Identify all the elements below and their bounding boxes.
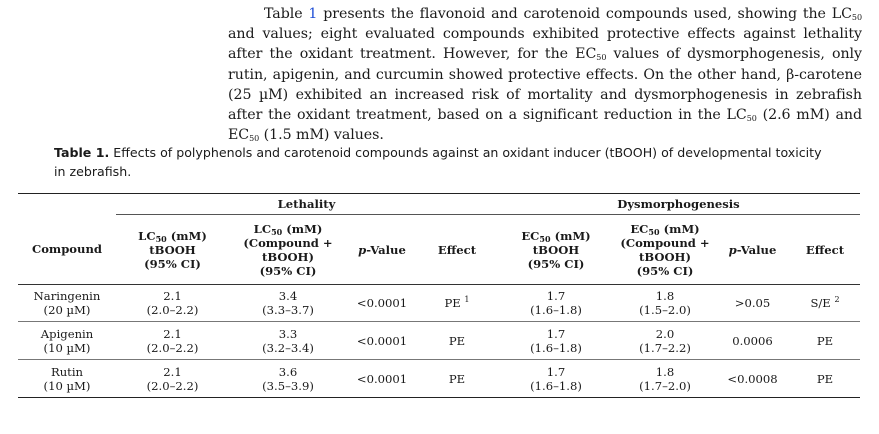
header-effect-dysmorph: Effect — [805, 242, 845, 257]
cell-p-value-lethality: <0.0001 — [356, 296, 408, 310]
table-reference-link[interactable]: 1 — [308, 6, 318, 22]
cell-compound: Rutin (10 µM) — [43, 364, 91, 393]
header-lc50-tbooh: LC50 (mM) tBOOH (95% CI) — [138, 228, 207, 271]
cell-ec50-tbooh: 1.7 (1.6–1.8) — [530, 326, 582, 355]
header-p-value-dysmorph: p-Value — [728, 242, 777, 257]
cell-lc50-tbooh: 2.1 (2.0–2.2) — [146, 364, 199, 393]
cell-ec50-compound: 1.8 (1.5–2.0) — [639, 289, 691, 317]
table-caption: Table 1. Effects of polyphenols and caro… — [54, 143, 834, 181]
cell-ec50-compound: 1.8 (1.7–2.0) — [639, 364, 691, 393]
header-ec50-compound: EC50 (mM) (Compound + tBOOH) (95% CI) — [620, 221, 710, 278]
paragraph-text: and values; eight evaluated compounds ex… — [228, 26, 862, 63]
cell-lc50-compound: 3.3 (3.2–3.4) — [262, 326, 314, 355]
cell-effect-dysmorph: S/E 2 — [810, 295, 840, 311]
paragraph-text: presents the flavonoid and carotenoid co… — [317, 6, 852, 22]
footnote-marker: 2 — [834, 295, 840, 304]
header-spacer — [18, 194, 116, 215]
table-row: Rutin (10 µM) 2.1 (2.0–2.2) 3.6 (3.5–3.9) <0.0… — [18, 360, 860, 398]
header-p-value-lethality: p-Value — [358, 242, 406, 257]
cell-p-value-lethality: <0.0001 — [356, 333, 408, 348]
header-lc50-compound: LC50 (mM) (Compound + tBOOH) (95% CI) — [243, 221, 333, 278]
cell-effect-lethality: PE — [448, 333, 466, 348]
table-row: Apigenin (10 µM) 2.1 (2.0–2.2) 3.3 (3.2–3.4) <… — [18, 322, 860, 360]
paragraph-text: (1.5 mM) values. — [259, 127, 384, 144]
cell-lc50-tbooh: 2.1 (2.0–2.2) — [146, 289, 199, 317]
results-table: Lethality Dysmorphogenesis Compound LC50… — [18, 193, 860, 398]
header-effect-lethality: Effect — [437, 242, 477, 257]
cell-compound: Naringenin (20 µM) — [33, 289, 101, 317]
cell-effect-lethality: PE 1 — [444, 295, 470, 311]
cell-lc50-compound: 3.6 (3.5–3.9) — [262, 364, 314, 393]
paragraph-text: values of dysmorphogenesis, only rutin, … — [228, 46, 862, 124]
group-header-lethality: Lethality — [116, 193, 497, 215]
subscript: 50 — [249, 134, 260, 144]
cell-lc50-compound: 3.4 (3.3–3.7) — [262, 289, 314, 317]
subscript: 50 — [746, 114, 757, 124]
cell-compound: Apigenin (10 µM) — [40, 326, 94, 355]
cell-ec50-tbooh: 1.7 (1.6–1.8) — [530, 289, 582, 317]
group-header-dysmorphogenesis: Dysmorphogenesis — [497, 193, 860, 215]
caption-label: Table 1. — [54, 145, 110, 160]
paragraph-text: (2.6 mM) and EC — [228, 107, 862, 144]
cell-p-value-dysmorph: <0.0008 — [727, 371, 778, 386]
cell-effect-lethality: PE — [448, 371, 466, 386]
paragraph-text: Table — [264, 6, 309, 22]
subscript: 50 — [596, 53, 607, 63]
body-paragraph: Table 1 presents the flavonoid and carot… — [228, 4, 862, 145]
header-ec50-tbooh: EC50 (mM) tBOOH (95% CI) — [521, 228, 591, 271]
caption-text: Effects of polyphenols and carotenoid co… — [54, 145, 822, 179]
footnote-marker: 1 — [464, 295, 470, 304]
cell-p-value-dysmorph: >0.05 — [734, 296, 771, 310]
cell-p-value-dysmorph: 0.0006 — [732, 333, 773, 348]
cell-lc50-tbooh: 2.1 (2.0–2.2) — [146, 326, 199, 355]
cell-effect-dysmorph: PE — [816, 371, 834, 386]
subscript: 50 — [851, 13, 863, 22]
cell-ec50-compound: 2.0 (1.7–2.2) — [639, 326, 691, 355]
table-row: Naringenin (20 µM) 2.1 (2.0–2.2) 3.4 (3.3–3.7… — [18, 285, 860, 322]
cell-effect-dysmorph: PE — [816, 333, 834, 348]
header-compound: Compound — [31, 242, 103, 257]
cell-ec50-tbooh: 1.7 (1.6–1.8) — [530, 364, 582, 393]
cell-p-value-lethality: <0.0001 — [356, 371, 408, 386]
